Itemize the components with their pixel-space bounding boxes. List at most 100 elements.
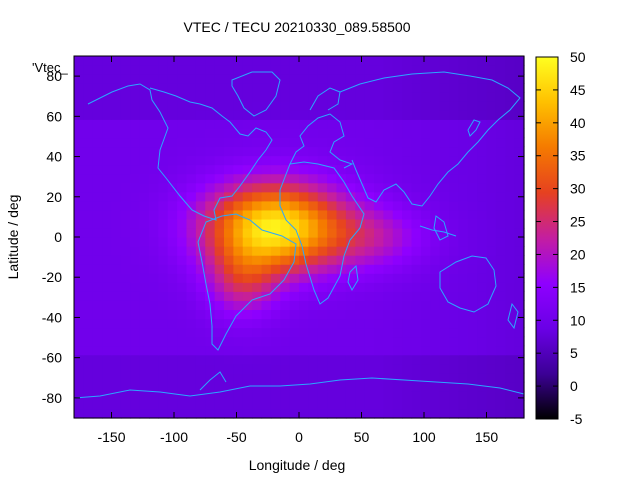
heatmap-cell bbox=[233, 354, 244, 365]
heatmap-cell bbox=[158, 264, 169, 274]
heatmap-cell bbox=[477, 191, 488, 202]
heatmap-cell bbox=[495, 291, 506, 301]
heatmap-cell bbox=[458, 309, 469, 320]
heatmap-cell bbox=[205, 218, 216, 229]
heatmap-cell bbox=[317, 110, 328, 120]
heatmap-cell bbox=[139, 200, 150, 211]
heatmap-cell bbox=[205, 65, 216, 75]
heatmap-cell bbox=[120, 164, 131, 175]
heatmap-cell bbox=[111, 119, 122, 129]
heatmap-cell bbox=[374, 182, 384, 193]
heatmap-cell bbox=[420, 137, 431, 148]
heatmap-cell bbox=[214, 155, 225, 166]
heatmap-cell bbox=[233, 173, 244, 184]
heatmap-cell bbox=[195, 390, 206, 401]
heatmap-cell bbox=[439, 83, 450, 93]
heatmap-cell bbox=[355, 74, 366, 84]
heatmap-cell bbox=[345, 327, 356, 338]
heatmap-cell bbox=[458, 363, 469, 374]
heatmap-cell bbox=[458, 56, 469, 66]
heatmap-cell bbox=[92, 291, 103, 301]
heatmap-cell bbox=[252, 327, 263, 338]
heatmap-cell bbox=[411, 164, 422, 175]
heatmap-cell bbox=[449, 399, 459, 410]
heatmap-cell bbox=[317, 155, 328, 166]
heatmap-cell bbox=[364, 182, 375, 193]
heatmap-cell bbox=[111, 83, 122, 93]
heatmap-cell bbox=[420, 164, 431, 175]
heatmap-cell bbox=[130, 137, 141, 148]
heatmap-cell bbox=[355, 399, 366, 410]
heatmap-cell bbox=[92, 137, 103, 148]
heatmap-cell bbox=[233, 128, 244, 139]
heatmap-cell bbox=[299, 372, 309, 383]
heatmap-cell bbox=[92, 119, 103, 129]
heatmap-cell bbox=[158, 372, 169, 383]
heatmap-cell bbox=[149, 218, 159, 229]
heatmap-cell bbox=[149, 110, 159, 120]
heatmap-cell bbox=[214, 164, 225, 175]
heatmap-cell bbox=[467, 246, 478, 256]
heatmap-cell bbox=[383, 56, 394, 66]
heatmap-cell bbox=[355, 209, 366, 220]
heatmap-cell bbox=[336, 381, 347, 392]
heatmap-cell bbox=[327, 408, 338, 419]
heatmap-cell bbox=[270, 218, 281, 229]
chart-title: VTEC / TECU 20210330_089.58500 bbox=[183, 19, 410, 35]
heatmap-cell bbox=[289, 246, 300, 256]
heatmap-cell bbox=[74, 128, 84, 139]
heatmap-cell bbox=[458, 128, 469, 139]
heatmap-cell bbox=[167, 399, 178, 410]
heatmap-cell bbox=[477, 110, 488, 120]
heatmap-cell bbox=[336, 318, 347, 329]
heatmap-cell bbox=[233, 101, 244, 111]
heatmap-cell bbox=[514, 291, 525, 301]
heatmap-cell bbox=[420, 128, 431, 139]
heatmap-cell bbox=[327, 92, 338, 102]
heatmap-cell bbox=[186, 164, 197, 175]
heatmap-cell bbox=[355, 354, 366, 365]
heatmap-cell bbox=[495, 209, 506, 220]
heatmap-cell bbox=[308, 408, 319, 419]
heatmap-cell bbox=[92, 327, 103, 338]
heatmap-cell bbox=[327, 363, 338, 374]
heatmap-cell bbox=[439, 336, 450, 347]
heatmap-cell bbox=[411, 336, 422, 347]
heatmap-cell bbox=[149, 209, 159, 220]
heatmap-cell bbox=[205, 327, 216, 338]
heatmap-cell bbox=[345, 273, 356, 283]
heatmap-cell bbox=[327, 182, 338, 193]
heatmap-cell bbox=[374, 282, 384, 292]
heatmap-cell bbox=[449, 74, 459, 84]
heatmap-cell bbox=[289, 282, 300, 292]
heatmap-cell bbox=[449, 381, 459, 392]
heatmap-cell bbox=[308, 291, 319, 301]
heatmap-cell bbox=[364, 354, 375, 365]
heatmap-cell bbox=[83, 56, 94, 66]
heatmap-cell bbox=[327, 119, 338, 129]
heatmap-cell bbox=[139, 408, 150, 419]
heatmap-cell bbox=[505, 101, 516, 111]
heatmap-cell bbox=[111, 209, 122, 220]
heatmap-cell bbox=[411, 372, 422, 383]
heatmap-cell bbox=[205, 309, 216, 320]
heatmap-cell bbox=[270, 246, 281, 256]
heatmap-cell bbox=[486, 119, 497, 129]
heatmap-cell bbox=[252, 273, 263, 283]
heatmap-cell bbox=[158, 408, 169, 419]
heatmap-cell bbox=[158, 137, 169, 148]
heatmap-cell bbox=[102, 74, 113, 84]
heatmap-cell bbox=[233, 155, 244, 166]
heatmap-cell bbox=[149, 408, 159, 419]
heatmap-cell bbox=[102, 246, 113, 256]
heatmap-cell bbox=[289, 264, 300, 274]
heatmap-cell bbox=[205, 345, 216, 356]
heatmap-cell bbox=[102, 300, 113, 310]
heatmap-cell bbox=[167, 74, 178, 84]
heatmap-cell bbox=[177, 255, 188, 265]
heatmap-cell bbox=[83, 300, 94, 310]
colorbar-tick-label: 5 bbox=[570, 345, 578, 361]
heatmap-cell bbox=[111, 300, 122, 310]
heatmap-cell bbox=[336, 92, 347, 102]
heatmap-cell bbox=[280, 237, 291, 247]
